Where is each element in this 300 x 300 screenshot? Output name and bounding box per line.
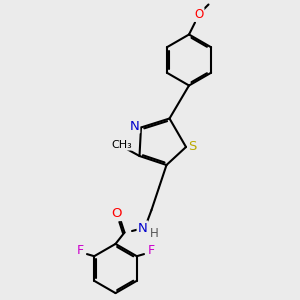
- Text: O: O: [194, 8, 203, 21]
- Text: S: S: [188, 140, 197, 154]
- Text: N: N: [138, 221, 147, 235]
- Text: N: N: [130, 119, 139, 133]
- Text: F: F: [76, 244, 84, 257]
- Text: F: F: [147, 244, 155, 257]
- Text: CH₃: CH₃: [111, 140, 132, 150]
- Text: O: O: [111, 207, 121, 220]
- Text: H: H: [150, 227, 159, 240]
